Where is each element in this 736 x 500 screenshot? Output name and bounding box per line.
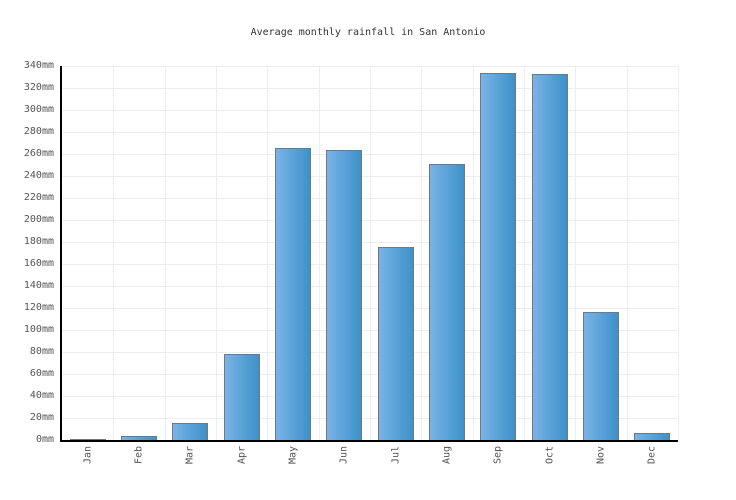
x-tick-label-dec: Dec	[646, 445, 658, 465]
bar-jan	[70, 439, 106, 440]
y-tick-label: 340mm	[23, 60, 54, 71]
y-tick-label: 220mm	[23, 192, 54, 203]
x-tick-label-jan: Jan	[82, 445, 94, 465]
x-tick-label-apr: Apr	[236, 445, 248, 465]
bar-nov	[583, 312, 619, 440]
x-gridline	[421, 66, 422, 440]
x-gridline	[473, 66, 474, 440]
y-tick-label: 120mm	[23, 302, 54, 313]
y-tick-label: 100mm	[23, 324, 54, 335]
x-tick-label-nov: Nov	[595, 445, 607, 465]
bar-apr	[224, 354, 260, 440]
y-tick-label: 260mm	[23, 148, 54, 159]
y-tick-label: 200mm	[23, 214, 54, 225]
x-gridline	[524, 66, 525, 440]
bar-jul	[378, 247, 414, 440]
x-gridline	[113, 66, 114, 440]
x-tick-label-oct: Oct	[544, 445, 556, 465]
x-tick-label-jul: Jul	[390, 445, 402, 465]
x-gridline	[678, 66, 679, 440]
bar-dec	[634, 433, 670, 440]
y-tick-label: 0mm	[35, 434, 54, 445]
bar-oct	[532, 74, 568, 440]
bar-feb	[121, 436, 157, 440]
x-axis-line	[60, 440, 678, 442]
y-tick-label: 180mm	[23, 236, 54, 247]
y-tick-label: 140mm	[23, 280, 54, 291]
bar-mar	[172, 423, 208, 440]
x-tick-label-aug: Aug	[441, 445, 453, 465]
y-tick-label: 20mm	[29, 412, 54, 423]
x-tick-label-may: May	[287, 445, 299, 465]
y-tick-label: 240mm	[23, 170, 54, 181]
x-gridline	[216, 66, 217, 440]
bar-may	[275, 148, 311, 440]
y-tick-label: 300mm	[23, 104, 54, 115]
bar-aug	[429, 164, 465, 440]
y-axis-line	[60, 66, 62, 442]
x-gridline	[370, 66, 371, 440]
x-gridline	[165, 66, 166, 440]
y-tick-label: 40mm	[29, 390, 54, 401]
x-gridline	[267, 66, 268, 440]
y-tick-label: 80mm	[29, 346, 54, 357]
y-tick-label: 60mm	[29, 368, 54, 379]
bar-sep	[480, 73, 516, 440]
x-tick-label-sep: Sep	[492, 445, 504, 465]
y-tick-label: 160mm	[23, 258, 54, 269]
x-gridline	[575, 66, 576, 440]
bar-jun	[326, 150, 362, 440]
x-gridline	[627, 66, 628, 440]
x-tick-label-feb: Feb	[133, 445, 145, 465]
y-tick-label: 320mm	[23, 82, 54, 93]
chart-title: Average monthly rainfall in San Antonio	[250, 27, 486, 38]
x-tick-label-mar: Mar	[184, 445, 196, 465]
x-tick-label-jun: Jun	[338, 445, 350, 465]
y-tick-label: 280mm	[23, 126, 54, 137]
x-gridline	[319, 66, 320, 440]
